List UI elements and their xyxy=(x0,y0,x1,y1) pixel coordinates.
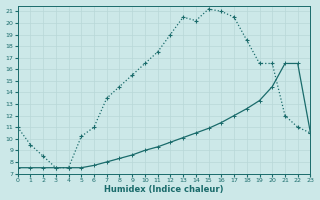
X-axis label: Humidex (Indice chaleur): Humidex (Indice chaleur) xyxy=(104,185,224,194)
